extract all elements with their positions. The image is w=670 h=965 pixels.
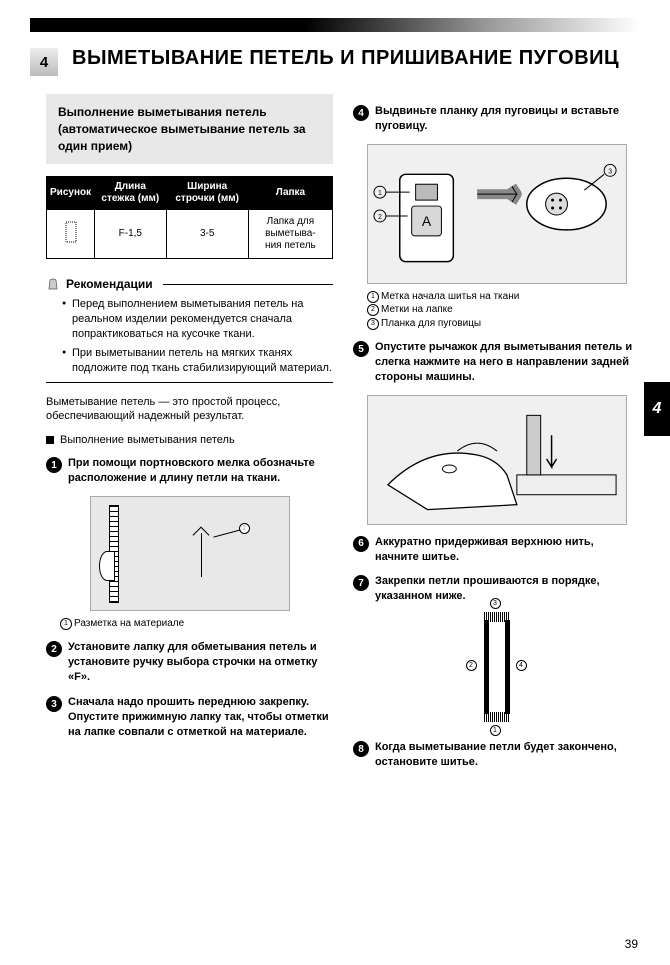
- section-title: ВЫМЕТЫВАНИЕ ПЕТЕЛЬ И ПРИШИВАНИЕ ПУГОВИЦ: [72, 46, 619, 71]
- svg-text:1: 1: [377, 190, 381, 197]
- td-stitch-len: F-1,5: [95, 210, 166, 259]
- step-number-badge: 3: [46, 696, 62, 712]
- step-text: Установите лапку для обметывания петель …: [68, 640, 333, 685]
- step-number-badge: 5: [353, 341, 369, 357]
- intro-paragraph: Выметывание петель — это простой процесс…: [46, 395, 333, 425]
- th-pattern: Рисунок: [47, 177, 95, 210]
- caption-item: Разметка на материале: [60, 617, 333, 631]
- step-number-badge: 7: [353, 575, 369, 591]
- step-2: 2 Установите лапку для обметывания петел…: [46, 640, 333, 685]
- right-column: 4 Выдвиньте планку для пуговицы и вставь…: [353, 94, 640, 770]
- recommendations-list: Перед выполнением выметывания петель на …: [62, 297, 333, 375]
- step-text: Когда выметывание петли будет закончено,…: [375, 740, 640, 770]
- side-chapter-tab: 4: [644, 382, 670, 436]
- step-4: 4 Выдвиньте планку для пуговицы и вставь…: [353, 104, 640, 134]
- two-column-layout: Выполнение выметывания петель (автоматич…: [46, 94, 640, 770]
- th-stitch-len: Длина стежка (мм): [95, 177, 166, 210]
- thimble-icon: [46, 277, 60, 291]
- step-text: При помощи портновского мелка обозначьте…: [68, 456, 333, 486]
- step-8: 8 Когда выметывание петли будет закончен…: [353, 740, 640, 770]
- illustration-1: 1: [46, 496, 333, 611]
- svg-text:3: 3: [608, 168, 612, 175]
- stitch-label-2: 2: [466, 660, 477, 671]
- step-5: 5 Опустите рычажок для выметывания петел…: [353, 340, 640, 385]
- subsection-header: Выполнение выметывания петель: [46, 434, 333, 446]
- step-6: 6 Аккуратно придерживая верхнюю нить, на…: [353, 535, 640, 565]
- step-text: Выдвиньте планку для пуговицы и вставьте…: [375, 104, 640, 134]
- reco-closing-rule: [46, 382, 333, 383]
- caption-item: Метка начала шитья на ткани: [367, 290, 640, 304]
- top-gradient-bar: [30, 18, 640, 32]
- caption-item: Планка для пуговицы: [367, 317, 640, 331]
- stitch-label-4: 4: [516, 660, 527, 671]
- step-number-badge: 6: [353, 536, 369, 552]
- reco-item: Перед выполнением выметывания петель на …: [62, 297, 333, 342]
- illustration-4: A 1 2 3: [353, 144, 640, 284]
- step-1: 1 При помощи портновского мелка обозначь…: [46, 456, 333, 486]
- page-number: 39: [625, 937, 638, 951]
- step-number-badge: 1: [46, 457, 62, 473]
- subsection-title: Выполнение выметывания петель: [60, 434, 235, 446]
- subhead-box: Выполнение выметывания петель (автоматич…: [46, 94, 333, 164]
- subsection-bullet-icon: [46, 436, 54, 444]
- step-number-badge: 2: [46, 641, 62, 657]
- td-stitch-width: 3-5: [166, 210, 248, 259]
- td-foot: Лапка для выметыва- ния петель: [248, 210, 332, 259]
- step-text: Аккуратно придерживая верхнюю нить, начн…: [375, 535, 640, 565]
- illustration-5: [353, 395, 640, 525]
- step-number-badge: 4: [353, 105, 369, 121]
- svg-text:2: 2: [377, 214, 381, 221]
- stitch-order-diagram: 3 2 4 1: [462, 612, 532, 722]
- section-header: 4 ВЫМЕТЫВАНИЕ ПЕТЕЛЬ И ПРИШИВАНИЕ ПУГОВИ…: [30, 46, 640, 76]
- reco-rule: [163, 284, 333, 285]
- reco-item: При выметывании петель на мягких тканях …: [62, 346, 333, 376]
- step-text: Сначала надо прошить переднюю закрепку. …: [68, 695, 333, 740]
- step-text: Опустите рычажок для выметывания петель …: [375, 340, 640, 385]
- illustration-1-captions: Разметка на материале: [60, 617, 333, 631]
- td-pattern-icon: [47, 210, 95, 259]
- caption-item: Метки на лапке: [367, 303, 640, 317]
- step-number-badge: 8: [353, 741, 369, 757]
- illustration-4-captions: Метка начала шитья на ткани Метки на лап…: [367, 290, 640, 331]
- step-text: Закрепки петли прошиваются в порядке, ук…: [375, 574, 640, 604]
- svg-text:A: A: [421, 213, 431, 229]
- stitch-label-3: 3: [490, 598, 501, 609]
- section-number-badge: 4: [30, 48, 58, 76]
- recommendations-header: Рекомендации: [46, 277, 333, 291]
- th-foot: Лапка: [248, 177, 332, 210]
- table-row: F-1,5 3-5 Лапка для выметыва- ния петель: [47, 210, 333, 259]
- left-column: Выполнение выметывания петель (автоматич…: [46, 94, 333, 770]
- step-3: 3 Сначала надо прошить переднюю закрепку…: [46, 695, 333, 740]
- spec-table: Рисунок Длина стежка (мм) Ширина строчки…: [46, 176, 333, 259]
- stitch-label-1: 1: [490, 725, 501, 736]
- th-stitch-width: Ширина строчки (мм): [166, 177, 248, 210]
- recommendations-title: Рекомендации: [66, 277, 153, 291]
